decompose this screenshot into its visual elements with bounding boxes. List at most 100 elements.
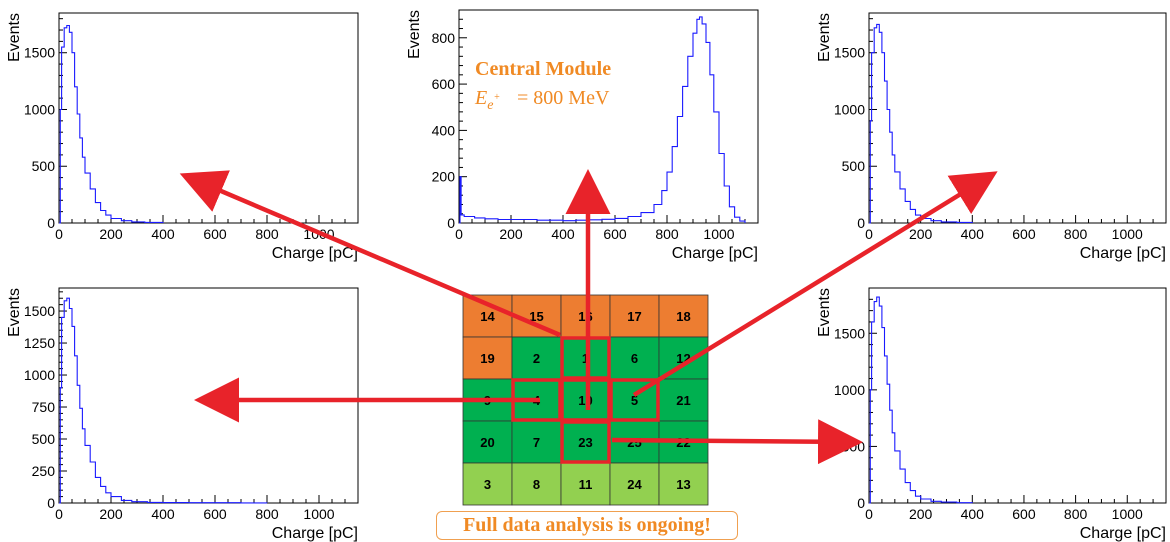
x-tick-label: 1000 [1112, 506, 1143, 522]
module-cell-1: 1 [560, 336, 611, 380]
module-cell-fill [462, 336, 513, 380]
module-cell-6: 6 [609, 336, 660, 380]
y-tick-label: 1500 [834, 325, 865, 341]
histogram-top-center: 0 200 400 600 800 1000 0 200 400 600 800 Charge [pC… [406, 9, 759, 262]
x-tick-label: 800 [1064, 506, 1088, 522]
plot-frame [868, 287, 1167, 504]
y-tick-label: 0 [447, 215, 455, 231]
module-cell-fill [560, 336, 611, 380]
x-axis-title: Charge [pC] [1080, 525, 1166, 542]
y-tick-label: 0 [857, 215, 865, 231]
x-tick-label: 600 [203, 506, 227, 522]
annotation-energy: Ee+ = 800 MeV [474, 87, 610, 113]
plot-frame [868, 12, 1167, 224]
x-axis-title: Charge [pC] [272, 525, 358, 542]
module-cell-label: 10 [578, 393, 592, 408]
x-tick-label: 600 [1012, 506, 1036, 522]
module-cell-fill [658, 378, 709, 422]
module-cell-label: 24 [627, 477, 642, 492]
energy-value: = 800 MeV [517, 87, 610, 109]
arrow-to-bottom-right [611, 419, 863, 465]
x-tick-label: 600 [603, 226, 627, 242]
histogram-series [459, 16, 746, 224]
x-tick-label: 1000 [703, 226, 734, 242]
module-cell-10: 10 [560, 378, 611, 422]
x-tick-label: 1000 [303, 506, 334, 522]
highlighted-module [560, 420, 611, 464]
x-tick-label: 200 [499, 226, 523, 242]
x-tick-label: 0 [865, 506, 873, 522]
histogram-series [869, 23, 973, 224]
y-tick-label: 1500 [24, 45, 55, 61]
y-tick-label: 1000 [24, 367, 55, 383]
module-cell-fill [609, 462, 660, 506]
module-cell-label: 25 [627, 435, 641, 450]
y-axis-title: Events [816, 13, 833, 62]
module-cell-label: 5 [631, 393, 638, 408]
module-cell-fill [560, 378, 611, 422]
x-tick-label: 800 [655, 226, 679, 242]
x-tick-label: 800 [1064, 226, 1088, 242]
module-cell-label: 16 [578, 309, 592, 324]
x-tick-label: 400 [961, 506, 985, 522]
module-cell-label: 2 [533, 351, 540, 366]
x-tick-label: 1000 [1112, 226, 1143, 242]
x-tick-label: 400 [151, 226, 175, 242]
histogram-series [59, 24, 164, 224]
module-cell-label: 8 [533, 477, 540, 492]
arrow-to-top-right [632, 171, 998, 397]
x-tick-label: 400 [551, 226, 575, 242]
y-tick-label: 1000 [24, 101, 55, 117]
module-grid: 1415161718192161294105212072325223811241… [462, 294, 709, 506]
x-tick-label: 600 [1012, 226, 1036, 242]
x-tick-label: 0 [455, 226, 463, 242]
module-cell-19: 19 [462, 336, 513, 380]
analysis-notice: Full data analysis is ongoing! [436, 511, 738, 540]
y-tick-label: 500 [32, 431, 56, 447]
module-cell-11: 11 [560, 462, 611, 506]
module-cell-24: 24 [609, 462, 660, 506]
module-cell-fill [609, 294, 660, 338]
module-cell-label: 17 [627, 309, 641, 324]
x-axis-title: Charge [pC] [272, 245, 358, 262]
plot-frame [58, 287, 359, 504]
module-cell-label: 18 [676, 309, 690, 324]
central-module-annotation: Central Module Ee+ = 800 MeV [474, 58, 611, 113]
module-cell-2: 2 [511, 336, 562, 380]
energy-symbol: Ee+ [474, 87, 500, 113]
highlighted-module [609, 378, 660, 422]
arrow-layer [179, 169, 998, 465]
module-cell-20: 20 [462, 420, 513, 464]
module-cell-label: 3 [484, 477, 491, 492]
x-tick-label: 800 [255, 506, 279, 522]
x-tick-label: 0 [55, 506, 63, 522]
y-tick-label: 0 [47, 495, 55, 511]
y-tick-label: 400 [432, 122, 456, 138]
x-tick-label: 400 [961, 226, 985, 242]
y-tick-label: 1500 [24, 303, 55, 319]
arrow-to-top-left [179, 170, 561, 338]
histogram-top-right: 0 200 400 600 800 1000 0 500 1000 1500 Charge [pC]… [816, 12, 1167, 262]
module-cell-fill [511, 420, 562, 464]
annotation-title: Central Module [475, 58, 611, 80]
module-cell-14: 14 [462, 294, 513, 338]
module-cell-18: 18 [658, 294, 709, 338]
module-cell-fill [511, 336, 562, 380]
x-axis-title: Charge [pC] [1080, 245, 1166, 262]
highlighted-module [560, 336, 611, 380]
module-cell-label: 21 [676, 393, 690, 408]
module-cell-13: 13 [658, 462, 709, 506]
y-axis-title: Events [816, 288, 833, 337]
module-cell-3: 3 [462, 462, 513, 506]
y-tick-label: 200 [432, 169, 456, 185]
module-cell-fill [658, 462, 709, 506]
y-tick-label: 600 [432, 76, 456, 92]
module-cell-fill [560, 462, 611, 506]
module-cell-fill [462, 420, 513, 464]
y-tick-label: 750 [32, 399, 56, 415]
y-tick-label: 800 [432, 30, 456, 46]
module-cell-label: 6 [631, 351, 638, 366]
module-cell-label: 19 [480, 351, 494, 366]
